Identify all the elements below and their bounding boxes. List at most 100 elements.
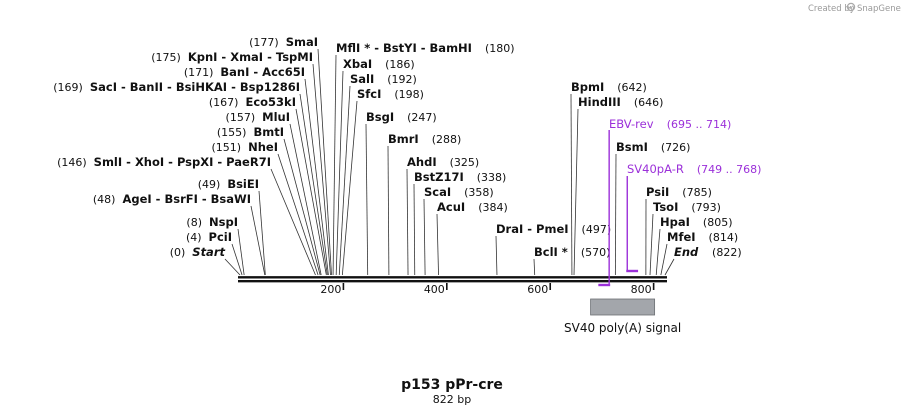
enzyme-site-scai: ScaI (358) <box>424 185 494 199</box>
enzyme-leader-line <box>649 213 654 276</box>
enzyme-name: SmlI - XhoI - PspXI - PaeR7I <box>94 155 271 169</box>
enzyme-leader-line <box>614 153 617 276</box>
enzyme-name: BstZ17I <box>414 170 464 184</box>
enzyme-site-smli-xhoi-pspxi-paer7i: SmlI - XhoI - PspXI - PaeR7I (146) <box>57 155 271 169</box>
enzyme-name: SmaI <box>286 35 318 49</box>
enzyme-position: (48) <box>93 193 116 206</box>
enzyme-leader-line <box>570 93 573 276</box>
enzyme-leader-line <box>423 198 426 276</box>
enzyme-site-mlui: MluI (157) <box>226 110 290 124</box>
map-title: p153 pPr-cre <box>401 377 503 393</box>
enzyme-position: (157) <box>226 111 256 124</box>
enzyme-labels: Start (0) PciI (4) NspI (8) AgeI - BsrFI - Bsa… <box>53 35 741 259</box>
enzyme-position: (4) <box>186 231 202 244</box>
enzyme-site-xbai: XbaI (186) <box>343 57 415 71</box>
enzyme-position: (288) <box>432 133 462 146</box>
enzyme-position: (338) <box>477 171 507 184</box>
enzyme-site-bmri: BmrI (288) <box>388 132 461 146</box>
enzyme-site-saci-banii-bsihkai-bsp1286i: SacI - BanII - BsiHKAI - Bsp1286I (169) <box>53 80 300 94</box>
primer-sv40pa-r: SV40pA-R (749 .. 768) <box>626 162 762 273</box>
enzyme-leader-line <box>283 138 321 276</box>
enzyme-name: XbaI <box>343 57 372 71</box>
enzyme-name: DraI - PmeI <box>496 222 569 236</box>
enzyme-name: BanI - Acc65I <box>220 65 305 79</box>
enzyme-name: ScaI <box>424 185 451 199</box>
enzyme-leader-lines <box>224 48 675 276</box>
enzyme-site-eco53ki: Eco53kI (167) <box>209 95 296 109</box>
enzyme-leader-line <box>224 258 241 276</box>
enzyme-name: TsoI <box>653 200 678 214</box>
enzyme-position: (146) <box>57 156 87 169</box>
enzyme-leader-line <box>338 85 351 276</box>
primer-name: SV40pA-R <box>627 162 684 176</box>
ruler-tick-label: 200 <box>320 283 341 296</box>
sequence-backbone <box>238 276 667 283</box>
enzyme-position: (497) <box>582 223 612 236</box>
enzyme-position: (570) <box>581 246 611 259</box>
enzyme-name: BclI * <box>534 245 568 259</box>
enzyme-name: BmrI <box>388 132 419 146</box>
enzyme-leader-line <box>495 235 498 276</box>
snapgene-logo-icon <box>846 2 856 12</box>
enzyme-leader-line <box>289 123 322 276</box>
enzyme-leader-line <box>312 63 331 276</box>
enzyme-site-acui: AcuI (384) <box>437 200 508 214</box>
enzyme-site-bmti: BmtI (155) <box>217 125 284 139</box>
enzyme-position: (169) <box>53 81 83 94</box>
primer-range: (695 .. 714) <box>667 118 732 131</box>
enzyme-leader-line <box>365 123 369 276</box>
enzyme-name: SfcI <box>357 87 381 101</box>
enzyme-position: (49) <box>198 178 221 191</box>
enzyme-site-nspi: NspI (8) <box>186 215 238 229</box>
enzyme-site-bstz17i: BstZ17I (338) <box>414 170 506 184</box>
enzyme-site-tsoi: TsoI (793) <box>653 200 721 214</box>
enzyme-site-mfli-bstyi-bamhi: MflI * - BstYI - BamHI (180) <box>336 41 515 55</box>
enzyme-leader-line <box>406 168 409 276</box>
enzyme-site-sali: SalI (192) <box>350 72 417 86</box>
ruler: 200 400 600 800 <box>320 283 655 296</box>
enzyme-position: (198) <box>394 88 424 101</box>
enzyme-site-bsiei: BsiEI (49) <box>198 177 259 191</box>
enzyme-leader-line <box>413 183 416 276</box>
enzyme-name: MflI * - BstYI - BamHI <box>336 41 472 55</box>
enzyme-leader-line <box>258 190 266 276</box>
ruler-tick-label: 800 <box>631 283 652 296</box>
enzyme-position: (171) <box>184 66 214 79</box>
enzyme-position: (646) <box>634 96 664 109</box>
enzyme-position: (151) <box>212 141 242 154</box>
enzyme-site-mfei: MfeI (814) <box>667 230 738 244</box>
enzyme-position: (358) <box>464 186 494 199</box>
enzyme-leader-line <box>277 153 319 276</box>
enzyme-name: HpaI <box>660 215 690 229</box>
enzyme-name: Eco53kI <box>245 95 296 109</box>
features: SV40 poly(A) signal <box>564 298 681 335</box>
enzyme-position: (155) <box>217 126 247 139</box>
map-length: 822 bp <box>433 393 471 406</box>
enzyme-leader-line <box>335 70 344 276</box>
enzyme-site-agei-bsrfi-bsawi: AgeI - BsrFI - BsaWI (48) <box>93 192 251 206</box>
enzyme-name: PciI <box>209 230 232 244</box>
enzyme-leader-line <box>231 243 243 276</box>
enzyme-site-end: End (822) <box>674 245 742 259</box>
primers: EBV-rev (695 .. 714) SV40pA-R (749 .. 768) <box>598 117 762 287</box>
enzyme-position: (8) <box>186 216 202 229</box>
enzyme-name: SalI <box>350 72 374 86</box>
enzyme-name: End <box>674 245 699 259</box>
enzyme-position: (180) <box>485 42 515 55</box>
primer-range: (749 .. 768) <box>697 163 762 176</box>
enzyme-name: PsiI <box>646 185 669 199</box>
enzyme-leader-line <box>270 168 316 276</box>
enzyme-site-smai: SmaI (177) <box>249 35 318 49</box>
enzyme-name: MfeI <box>667 230 696 244</box>
enzyme-position: (186) <box>385 58 415 71</box>
enzyme-leader-line <box>573 108 579 276</box>
enzyme-leader-line <box>664 258 675 276</box>
enzyme-name: AcuI <box>437 200 465 214</box>
enzyme-site-drai-pmei: DraI - PmeI (497) <box>496 222 611 236</box>
enzyme-site-bani-acc65i: BanI - Acc65I (171) <box>184 65 305 79</box>
enzyme-site-hpai: HpaI (805) <box>660 215 733 229</box>
enzyme-position: (175) <box>151 51 181 64</box>
enzyme-position: (785) <box>682 186 712 199</box>
enzyme-leader-line <box>299 93 328 276</box>
